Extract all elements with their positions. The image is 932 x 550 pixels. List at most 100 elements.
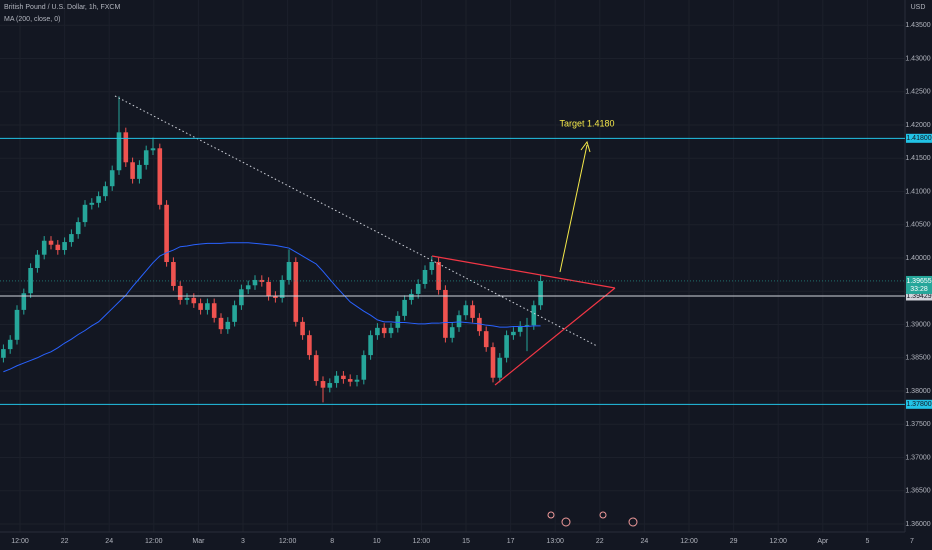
trend-line [114,95,598,347]
candle-body [490,347,496,378]
candle-body [239,289,244,306]
candle-body [511,331,516,336]
x-tick-label: 22 [596,538,604,545]
level-tag [906,133,932,143]
candle-body [443,289,448,338]
candle-body [82,204,88,223]
candle-body [130,162,135,179]
candle-body [7,339,13,350]
candle-body [368,335,373,356]
candle-body [123,132,129,163]
candle-body [375,327,380,336]
candle-body [395,315,401,328]
y-tick-label: 1.42000 [905,122,930,129]
y-tick-label: 1.41000 [905,188,930,195]
event-icon [599,511,607,519]
x-tick-label: 10 [373,538,381,545]
candle-body [109,170,115,187]
candle-body [286,262,292,280]
y-tick-label: 1.40000 [905,255,930,262]
candle-body [28,267,33,294]
x-tick-label: 12:00 [413,538,431,545]
candle-body [41,240,47,255]
event-icons [547,511,638,527]
candle-body [103,186,108,197]
candle-body [177,285,183,300]
triangle-top [431,255,616,289]
candle-body [184,297,190,300]
candle-body [266,281,271,296]
y-tick-label: 1.37000 [905,454,930,461]
candle-body [388,327,394,334]
candle-body [279,279,285,298]
candle-body [504,335,509,358]
candle-body [171,262,176,286]
level-tag [906,399,932,409]
candle-body [334,375,339,384]
x-tick-label: Mar [192,538,205,545]
candle-body [225,321,231,330]
candle-body [1,349,6,358]
candle-body [327,383,333,388]
candle-body [232,305,237,322]
candle-body [320,381,326,388]
x-tick-label: 29 [730,538,738,545]
x-tick-label: 5 [865,538,869,545]
candle-body [477,317,482,332]
candle-body [48,240,54,245]
triangle-bottom [494,287,616,386]
candle-body [89,202,95,205]
candle-body [422,269,428,284]
last-price-tag [906,275,932,294]
y-tick-label: 1.37500 [905,421,930,428]
candle-body [307,335,312,356]
candle-body [361,355,367,380]
candle-body [429,262,435,270]
candle-body [69,234,74,243]
candle-body [205,303,210,310]
x-tick-label: 13:00 [546,538,564,545]
candle-body [14,309,20,340]
x-tick-label: 12:00 [680,538,698,545]
candle-body [483,331,489,348]
currency: USD [911,4,926,11]
candle-body [21,293,27,310]
y-tick-label: 1.36500 [905,488,930,495]
candle-body [402,299,407,316]
candle-body [354,379,360,382]
candle-body [150,148,156,151]
candle-body [191,297,197,304]
candle-body [252,279,258,286]
target-arrow [559,144,588,273]
x-tick-label: 12:00 [145,538,163,545]
last-price-label: 1.39655 [906,278,931,285]
candle-body [273,295,278,298]
candle-body [456,315,462,328]
annotation: Target 1.4180 [559,118,614,128]
level-label: 1.41800 [906,135,931,142]
x-tick-label: 15 [462,538,470,545]
y-tick-label: 1.38500 [905,355,930,362]
candle-body [415,283,421,294]
candle-body [463,305,469,316]
candle-body [62,242,67,251]
x-tick-label: 12:00 [11,538,29,545]
candle-body [157,148,163,205]
x-tick-label: 12:00 [279,538,297,545]
y-tick-label: 1.38000 [905,388,930,395]
candle-body [164,204,169,263]
candle-body [313,355,319,382]
level-label: 1.39429 [906,293,931,300]
event-icon [561,517,571,527]
y-tick-label: 1.39000 [905,321,930,328]
x-tick-label: 8 [330,538,334,545]
x-tick-label: 7 [910,538,914,545]
legend-entry: MA (200, close, 0) [4,16,60,23]
x-tick-label: 3 [241,538,245,545]
candle-body [347,379,353,382]
arrow-head [580,140,591,153]
price-axis [905,0,932,550]
event-icon [547,511,555,519]
x-tick-label: 12:00 [769,538,787,545]
candle-body [449,327,455,338]
